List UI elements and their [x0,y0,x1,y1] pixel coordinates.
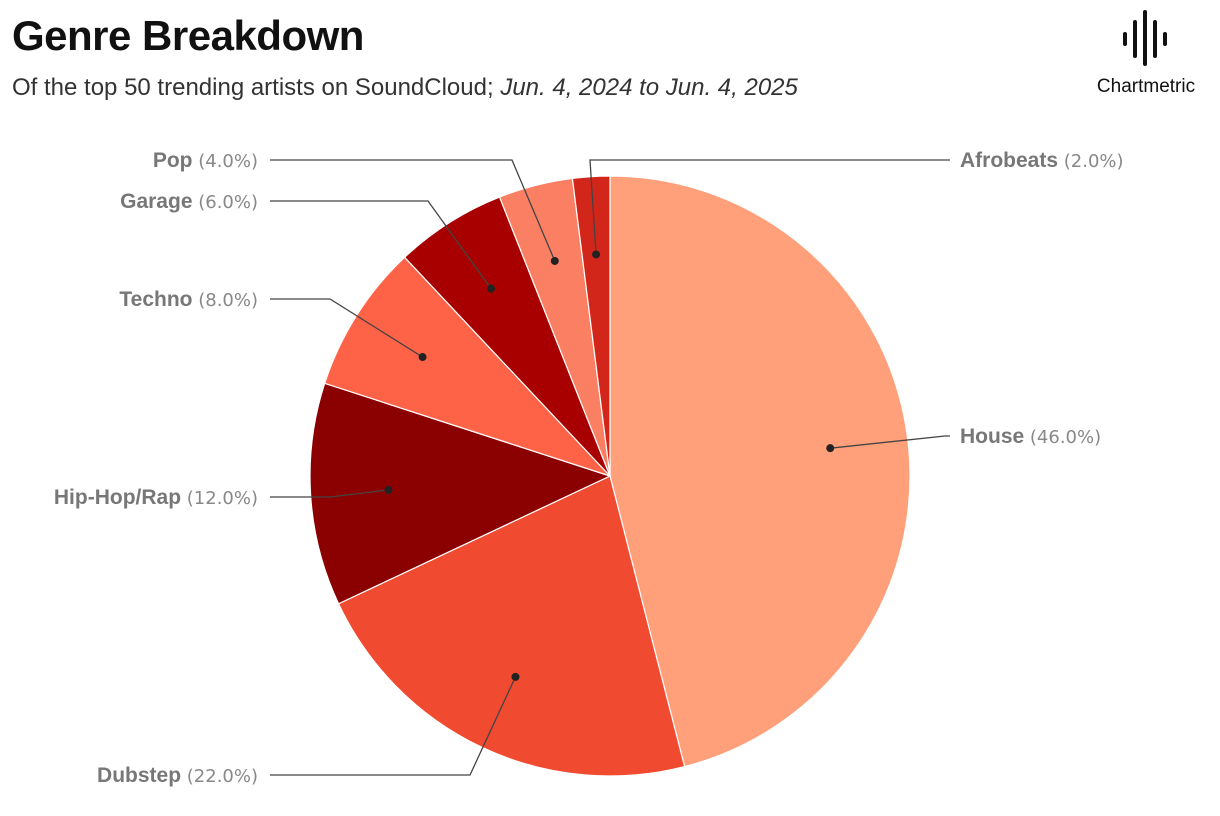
slice-label-name: Techno [119,288,192,311]
slice-label-afrobeats: Afrobeats (2.0%) [960,149,1124,172]
slice-label-techno: Techno (8.0%) [119,288,258,311]
chart-subtitle: Of the top 50 trending artists on SoundC… [12,74,798,102]
slice-label-name: Dubstep [97,764,181,787]
anchor-dot-pop [550,256,559,265]
slice-label-percent: (46.0%) [1024,427,1101,448]
slice-label-percent: (4.0%) [193,151,259,172]
slice-labels: House (46.0%) Dubstep (22.0%) Hip-Hop/Rap … [54,149,1124,787]
leader-line-dubstep [270,676,517,776]
leader-line-house [830,435,950,449]
anchor-dot-garage [487,284,496,293]
subtitle-dates: Jun. 4, 2024 to Jun. 4, 2025 [500,74,798,101]
leader-line-afrobeats [589,159,950,255]
slice-label-name: Garage [120,190,192,213]
pie-slice-hip-hop-rap [309,382,612,605]
slice-label-pop: Pop (4.0%) [153,149,258,172]
slice-label-dubstep: Dubstep (22.0%) [97,764,258,787]
anchor-dot-dubstep [511,672,520,681]
chart-title: Genre Breakdown [12,12,364,59]
anchor-dot-techno [418,353,427,362]
slice-label-percent: (12.0%) [181,488,258,509]
leader-lines [270,159,950,776]
slice-label-name: Hip-Hop/Rap [54,486,181,509]
leader-line-hip-hop-rap [270,489,389,498]
slice-label-name: Pop [153,149,193,172]
anchor-dot-hip-hop-rap [384,485,393,494]
soundwave-bars-icon [1123,10,1167,66]
slice-label-percent: (2.0%) [1058,151,1124,172]
slice-label-percent: (6.0%) [193,192,259,213]
slice-label-hip-hop-rap: Hip-Hop/Rap (12.0%) [54,486,258,509]
slice-label-percent: (8.0%) [193,290,259,311]
leader-line-garage [270,200,492,289]
brand-name: Chartmetric [1096,76,1196,97]
slice-label-house: House (46.0%) [960,425,1101,448]
slice-label-name: House [960,425,1024,448]
slice-label-garage: Garage (6.0%) [120,190,258,213]
brand-logo: Chartmetric [1076,8,1216,98]
pie-slices [309,175,911,777]
anchor-dot-house [826,444,835,453]
anchor-dot-afrobeats [592,250,601,259]
leader-line-pop [270,159,556,262]
slice-label-percent: (22.0%) [181,766,258,787]
pie-slice-house [609,175,911,768]
subtitle-text: Of the top 50 trending artists on SoundC… [12,74,501,101]
leader-line-techno [270,298,423,358]
slice-label-name: Afrobeats [960,149,1058,172]
